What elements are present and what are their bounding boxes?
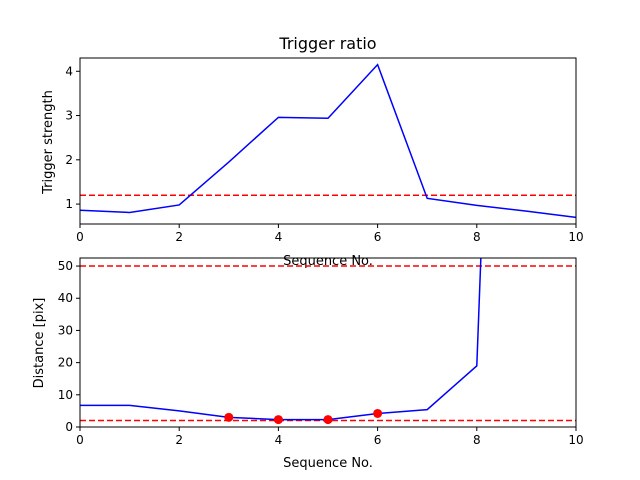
axes-frame	[79, 257, 577, 428]
x-tick-label: 4	[275, 433, 283, 447]
x-tick-label: 6	[374, 433, 382, 447]
data-point	[323, 415, 333, 425]
x-tick-label: 0	[76, 433, 84, 447]
y-tick-label: 4	[65, 64, 73, 78]
x-axis-label: Sequence No.	[283, 456, 373, 471]
x-tick-label: 2	[175, 433, 183, 447]
y-tick-label: 0	[65, 420, 73, 434]
distance-chart: 0 2 4 6 8 10 0 10 20 30 40 50 Distance [pix] Sequen…	[32, 257, 584, 471]
x-tick-label: 10	[568, 433, 583, 447]
y-tick-label: 30	[58, 323, 73, 337]
series-line	[80, 63, 576, 219]
axes-frame	[79, 57, 577, 225]
y-tick-label: 3	[65, 109, 73, 123]
data-point	[273, 415, 283, 425]
data-point	[224, 412, 234, 422]
y-axis-label: Trigger strength	[41, 90, 56, 195]
series-line	[80, 258, 482, 421]
y-axis-label: Distance [pix]	[32, 298, 47, 389]
x-tick-label: 2	[175, 230, 183, 244]
plot-area: 0 2 4 6 8 10 0 10 20 30 40 50	[58, 257, 584, 447]
x-tick-label: 6	[374, 230, 382, 244]
x-tick-label: 8	[473, 433, 481, 447]
data-point	[373, 408, 383, 418]
plot-content	[80, 63, 576, 219]
chart-title: Trigger ratio	[278, 34, 376, 53]
y-tick-label: 50	[58, 259, 73, 273]
y-tick-label: 20	[58, 356, 73, 370]
x-tick-label: 4	[275, 230, 283, 244]
x-tick-label: 10	[568, 230, 583, 244]
y-tick-label: 1	[65, 197, 73, 211]
y-tick-label: 2	[65, 153, 73, 167]
plot-content	[80, 258, 576, 425]
y-tick-label: 40	[58, 291, 73, 305]
y-tick-label: 10	[58, 388, 73, 402]
x-tick-label: 8	[473, 230, 481, 244]
x-tick-label: 0	[76, 230, 84, 244]
